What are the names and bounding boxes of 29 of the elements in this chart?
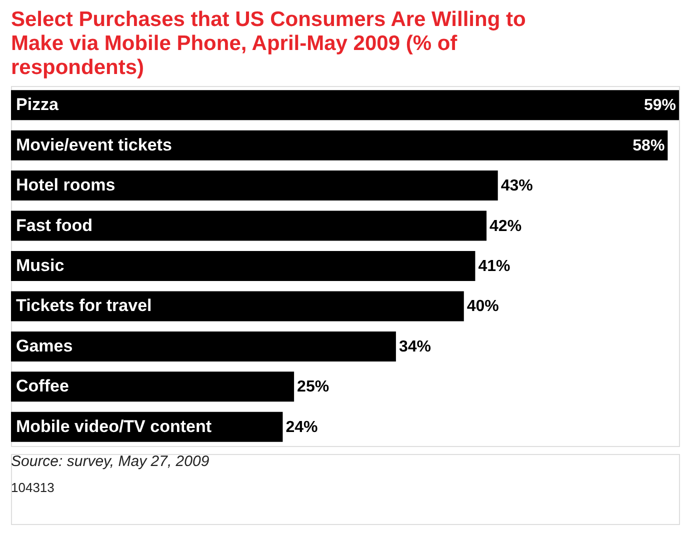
- y-tick-label: Movie/event tickets: [16, 135, 172, 154]
- data-label: 24%: [286, 418, 318, 436]
- data-label: 40%: [466, 298, 499, 316]
- data-label: 59%: [644, 97, 676, 114]
- bar: [11, 170, 498, 201]
- data-label: 42%: [490, 218, 522, 235]
- data-label: 25%: [297, 378, 330, 396]
- data-label: 34%: [398, 338, 431, 356]
- bar: [11, 90, 679, 120]
- y-tick-label: Tickets for travel: [16, 296, 152, 316]
- bar: [11, 291, 464, 322]
- y-tick-label: Games: [16, 336, 73, 356]
- bar: [11, 251, 476, 281]
- data-label: 41%: [478, 258, 510, 275]
- y-tick-label: Music: [16, 256, 64, 275]
- data-label: 58%: [632, 137, 665, 154]
- bar: [11, 210, 487, 241]
- chart-title: Select Purchases that US Consumers Are Willing to Make via Mobile Phone, April-May 2009 (% of respondents): [11, 8, 526, 79]
- y-tick-label: Hotel rooms: [16, 176, 116, 195]
- bar: [11, 331, 396, 362]
- bar: [11, 372, 294, 402]
- y-tick-label: Pizza: [16, 95, 60, 114]
- y-tick-label: Coffee: [16, 376, 69, 396]
- text: 104313: [11, 480, 54, 495]
- source-note: Source: survey, May 27, 2009: [11, 453, 210, 470]
- y-tick-label: Mobile video/TV content: [16, 416, 212, 436]
- y-tick-label: Fast food: [16, 216, 92, 235]
- bar: [11, 130, 668, 160]
- data-label: 43%: [500, 178, 533, 195]
